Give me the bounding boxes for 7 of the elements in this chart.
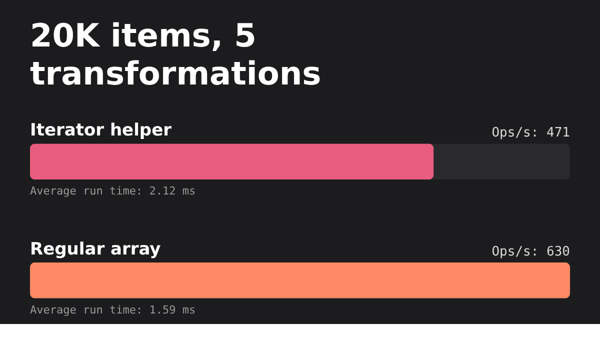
annotation: Average run time: 1.59 ms [30,303,196,316]
y-tick-label: Regular array [30,239,161,260]
data-label: Ops/s: 630 [492,244,570,260]
data-label: Ops/s: 471 [492,126,570,141]
y-tick-label: Iterator helper [30,120,172,141]
annotation: Average run time: 2.12 ms [30,184,196,198]
chart-title: 20K items, 5 transformations [30,16,322,93]
